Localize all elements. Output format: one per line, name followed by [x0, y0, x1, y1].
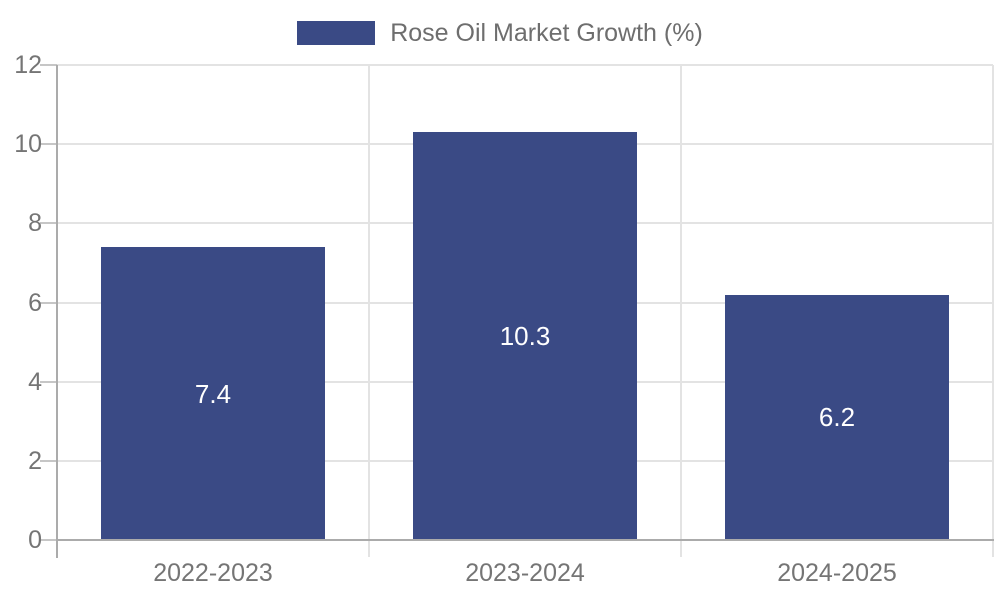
y-tick-label: 6 [28, 288, 42, 317]
y-tick-label: 0 [28, 526, 42, 554]
bar [725, 294, 949, 540]
gridline-vertical [368, 65, 370, 557]
bar-value-label: 7.4 [194, 378, 232, 409]
y-tick-mark [40, 64, 57, 66]
y-tick-mark [40, 459, 57, 462]
y-tick-label: 8 [28, 209, 42, 238]
y-tick-mark [40, 143, 57, 146]
chart-legend: Rose Oil Market Growth (%) [0, 19, 1000, 47]
x-tick-label: 2023-2024 [465, 559, 585, 587]
legend-swatch [297, 21, 376, 45]
bar-value-label: 6.2 [818, 402, 856, 433]
y-tick-label: 10 [14, 130, 42, 159]
y-tick-mark [40, 539, 57, 541]
gridline-vertical [680, 65, 682, 557]
y-tick-label: 4 [28, 367, 42, 396]
y-tick-label: 12 [14, 51, 42, 79]
x-axis-line [56, 538, 994, 541]
legend-label: Rose Oil Market Growth (%) [390, 19, 703, 47]
y-tick-mark [40, 222, 57, 225]
x-tick-label: 2024-2025 [777, 559, 897, 587]
x-tick-label: 2022-2023 [153, 559, 273, 587]
bar [101, 247, 325, 540]
gridline-horizontal [57, 64, 993, 66]
y-tick-label: 2 [28, 446, 42, 475]
bar-value-label: 10.3 [499, 321, 551, 352]
gridline-vertical [992, 65, 994, 557]
y-tick-mark [40, 301, 57, 304]
bar [413, 132, 637, 540]
y-tick-mark [40, 380, 57, 383]
y-axis-line [56, 65, 58, 558]
